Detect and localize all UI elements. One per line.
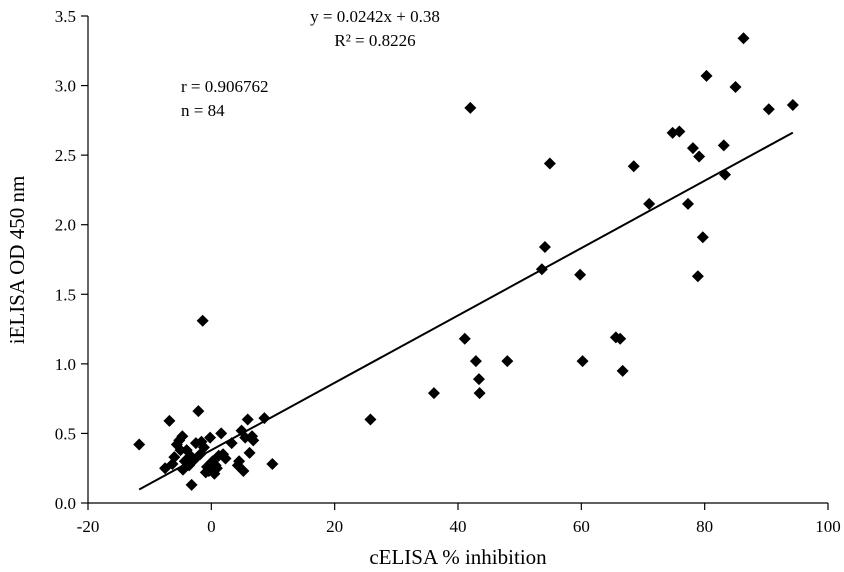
data-point [627,160,640,173]
data-point [266,458,279,471]
data-point [614,332,627,345]
data-point [197,441,210,454]
data-point [616,364,629,377]
x-tick-label: 80 [696,517,713,536]
x-tick-label: 20 [326,517,343,536]
data-point [538,240,551,253]
data-point [737,32,750,45]
data-point [473,387,486,400]
data-point [501,355,514,368]
data-point [210,462,223,475]
data-point [219,452,232,465]
data-point [574,268,587,281]
x-axis-title: cELISA % inhibition [369,545,547,569]
data-point [686,142,699,155]
data-points [133,32,799,491]
data-point [237,464,250,477]
data-point [258,412,271,425]
y-tick-label: 1.5 [55,285,76,304]
equation-label: y = 0.0242x + 0.38 [310,7,440,26]
n-label: n = 84 [181,101,225,120]
data-point [719,168,732,181]
y-tick-label: 2.5 [55,146,76,165]
data-point [576,355,589,368]
data-point [225,437,238,450]
data-point [233,455,246,468]
trendline [138,131,794,491]
data-point [700,69,713,82]
data-point [163,414,176,427]
y-tick-label: 0.0 [55,494,76,513]
r-label: r = 0.906762 [181,77,269,96]
y-ticks: 0.0 0.5 1.0 1.5 2.0 2.5 3.0 3.5 [55,7,88,513]
data-point [762,103,775,116]
data-point [243,446,256,459]
data-point [427,387,440,400]
data-point [364,413,377,426]
data-point [174,444,187,457]
data-point [241,413,254,426]
data-point [691,270,704,283]
y-tick-label: 1.0 [55,355,76,374]
y-tick-label: 3.5 [55,7,76,26]
data-point [643,197,656,210]
data-point [185,478,198,491]
data-point [168,451,181,464]
x-tick-label: 40 [450,517,467,536]
data-point [673,125,686,138]
x-tick-label: 0 [207,517,216,536]
y-tick-label: 0.5 [55,424,76,443]
data-point [717,139,730,152]
data-point [464,101,477,114]
data-point [215,427,228,440]
data-point [133,438,146,451]
y-tick-label: 2.0 [55,216,76,235]
x-tick-label: 60 [573,517,590,536]
data-point [543,157,556,170]
y-axis-title: iELISA OD 450 nm [5,176,29,345]
data-point [693,150,706,163]
x-tick-label: 100 [815,517,841,536]
data-point [682,197,695,210]
data-point [729,80,742,93]
x-tick-label: -20 [77,517,100,536]
data-point [535,263,548,276]
data-point [472,373,485,386]
data-point [458,332,471,345]
data-point [204,431,217,444]
data-point [176,430,189,443]
data-point [196,314,209,327]
data-point [786,99,799,112]
data-point [469,355,482,368]
data-point [247,434,260,447]
data-point [696,231,709,244]
r-squared-label: R² = 0.8226 [334,31,415,50]
x-ticks: -20 0 20 40 60 80 100 [77,503,841,536]
data-point [192,405,205,418]
y-tick-label: 3.0 [55,77,76,96]
